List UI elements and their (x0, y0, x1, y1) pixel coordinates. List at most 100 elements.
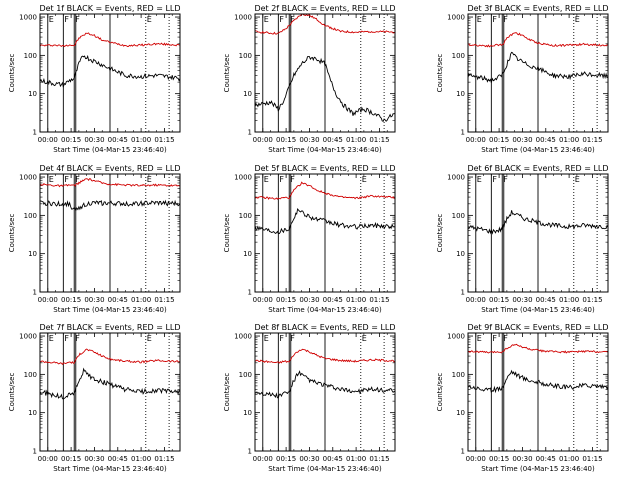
plot-frame (39, 173, 181, 293)
chart-title: Det 2f BLACK = Events, RED = LLD (254, 4, 395, 13)
series-line-events (254, 370, 396, 399)
y-tick-label: 1000 (447, 14, 465, 22)
event-marker-label: F (290, 175, 295, 184)
x-tick-label: 01:15 (154, 136, 174, 144)
event-marker-label: F (64, 15, 69, 24)
plot-frame (254, 13, 396, 133)
panel-1: Det 1f BLACK = Events, RED = LLD Counts/s… (8, 4, 181, 154)
series-line-lld (467, 343, 609, 354)
y-axis-label: Counts/sec (436, 54, 444, 93)
y-tick-label: 1000 (234, 333, 252, 341)
plot-frame (254, 332, 396, 452)
x-tick-label: 01:00 (346, 296, 366, 304)
event-marker-label: E (575, 175, 580, 184)
x-tick-label: 00:45 (108, 136, 128, 144)
series-line-events (39, 54, 181, 89)
x-tick-label: 00:30 (512, 455, 532, 463)
y-tick-label: 10 (456, 250, 465, 258)
y-axis-label: Counts/sec (223, 54, 231, 93)
x-tick-label: 00:15 (61, 136, 81, 144)
x-tick-label: 01:15 (154, 455, 174, 463)
x-tick-label: 01:15 (582, 136, 602, 144)
x-tick-label: 00:00 (253, 455, 273, 463)
x-tick-label: 01:15 (369, 455, 389, 463)
x-tick-label: 00:15 (276, 136, 296, 144)
y-tick-label: 100 (239, 371, 252, 379)
y-axis-label: Counts/sec (436, 373, 444, 412)
series-line-events (467, 210, 609, 235)
panel-4: Det 4f BLACK = Events, RED = LLD Counts/s… (8, 164, 181, 314)
y-tick-label: 10 (28, 409, 37, 417)
panel-9: Det 9f BLACK = Events, RED = LLD Counts/s… (436, 323, 609, 473)
event-marker-label: F (503, 334, 508, 343)
chart-title: Det 3f BLACK = Events, RED = LLD (467, 4, 608, 13)
chart-title: Det 8f BLACK = Events, RED = LLD (254, 323, 395, 332)
series-line-lld (39, 32, 181, 48)
x-axis-label: Start Time (04-Mar-15 23:46:40) (268, 146, 382, 154)
y-tick-label: 1 (461, 448, 465, 456)
chart-title: Det 9f BLACK = Events, RED = LLD (467, 323, 608, 332)
y-tick-label: 100 (24, 212, 37, 220)
event-marker-label: E (477, 15, 482, 24)
plot-frame (467, 173, 609, 293)
y-tick-label: 1 (461, 289, 465, 297)
y-tick-label: 1 (461, 129, 465, 137)
series-line-lld (254, 13, 396, 35)
y-tick-label: 1 (33, 448, 37, 456)
x-tick-label: 01:15 (582, 455, 602, 463)
event-marker-label: F (75, 175, 80, 184)
panel-8: Det 8f BLACK = Events, RED = LLD Counts/s… (223, 323, 396, 473)
event-marker-label: E (264, 15, 269, 24)
x-tick-label: 00:45 (536, 455, 556, 463)
y-axis-label: Counts/sec (223, 373, 231, 412)
y-tick-label: 100 (452, 52, 465, 60)
panel-7: Det 7f BLACK = Events, RED = LLD Counts/s… (8, 323, 181, 473)
y-axis-label: Counts/sec (8, 373, 16, 412)
y-axis-label: Counts/sec (223, 214, 231, 253)
series-line-lld (39, 348, 181, 366)
event-marker-label: E (477, 334, 482, 343)
event-marker-label: F (290, 15, 295, 24)
event-marker-label: F (503, 15, 508, 24)
series-line-events (467, 51, 609, 85)
event-marker-label: F (64, 334, 69, 343)
x-tick-label: 00:15 (61, 455, 81, 463)
x-axis-label: Start Time (04-Mar-15 23:46:40) (481, 306, 595, 314)
x-tick-label: 00:30 (299, 136, 319, 144)
y-tick-label: 1000 (447, 174, 465, 182)
x-tick-label: 01:00 (131, 136, 151, 144)
y-tick-label: 10 (456, 409, 465, 417)
y-tick-label: 1 (33, 289, 37, 297)
series-line-lld (39, 178, 180, 188)
series-line-events (467, 369, 609, 394)
y-tick-label: 1 (248, 448, 252, 456)
event-marker-label: F (290, 334, 295, 343)
x-tick-label: 00:00 (253, 136, 273, 144)
x-tick-label: 00:30 (299, 455, 319, 463)
x-axis-label: Start Time (04-Mar-15 23:46:40) (53, 306, 167, 314)
y-tick-label: 100 (239, 52, 252, 60)
series-line-events (39, 199, 181, 212)
event-marker-label: F (279, 15, 284, 24)
x-tick-label: 00:30 (512, 136, 532, 144)
series-line-lld (467, 32, 609, 48)
y-tick-label: 1000 (19, 333, 37, 341)
x-tick-label: 01:00 (559, 296, 579, 304)
x-tick-label: 00:15 (276, 455, 296, 463)
y-tick-label: 100 (239, 212, 252, 220)
panel-6: Det 6f BLACK = Events, RED = LLD Counts/s… (436, 164, 609, 314)
y-tick-label: 1000 (19, 174, 37, 182)
y-tick-label: 10 (456, 90, 465, 98)
x-axis-label: Start Time (04-Mar-15 23:46:40) (53, 146, 167, 154)
y-tick-label: 100 (452, 371, 465, 379)
plot-frame (467, 13, 609, 133)
chart-title: Det 1f BLACK = Events, RED = LLD (39, 4, 180, 13)
series-line-lld (254, 181, 396, 200)
x-tick-label: 00:00 (466, 136, 486, 144)
x-tick-label: 00:45 (323, 455, 343, 463)
event-marker-label: E (362, 15, 367, 24)
plot-frame (254, 173, 396, 293)
x-tick-label: 00:45 (536, 136, 556, 144)
event-marker-label: E (362, 175, 367, 184)
